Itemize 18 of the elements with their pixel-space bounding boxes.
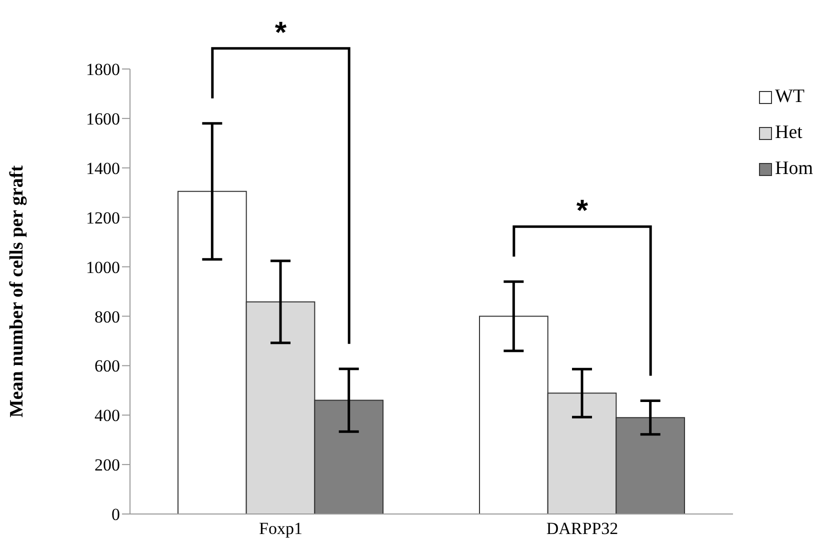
y-tick-label: 1200	[86, 208, 120, 228]
y-tick-label: 200	[94, 456, 120, 475]
annotation: *	[576, 194, 588, 228]
y-tick-label: 400	[94, 406, 120, 426]
legend-label: WT	[775, 86, 805, 108]
legend-label: Hom	[775, 158, 813, 180]
text: *	[274, 16, 287, 50]
y-tick-label: 1600	[86, 109, 120, 128]
y-tick-label: 1000	[86, 258, 120, 277]
legend-label: Het	[775, 122, 802, 144]
y-tick-label: 0	[112, 505, 120, 524]
y-tick-label: 600	[94, 356, 120, 376]
y-tick-label: 1800	[86, 60, 120, 80]
y-tick-label: 800	[94, 307, 120, 326]
x-tick-label: Foxp1	[259, 519, 302, 538]
y-axis-title: Mean number of cells per graft	[6, 164, 28, 418]
y-tick-label: 1400	[86, 158, 120, 178]
x-tick-label: DARPP32	[546, 519, 618, 538]
